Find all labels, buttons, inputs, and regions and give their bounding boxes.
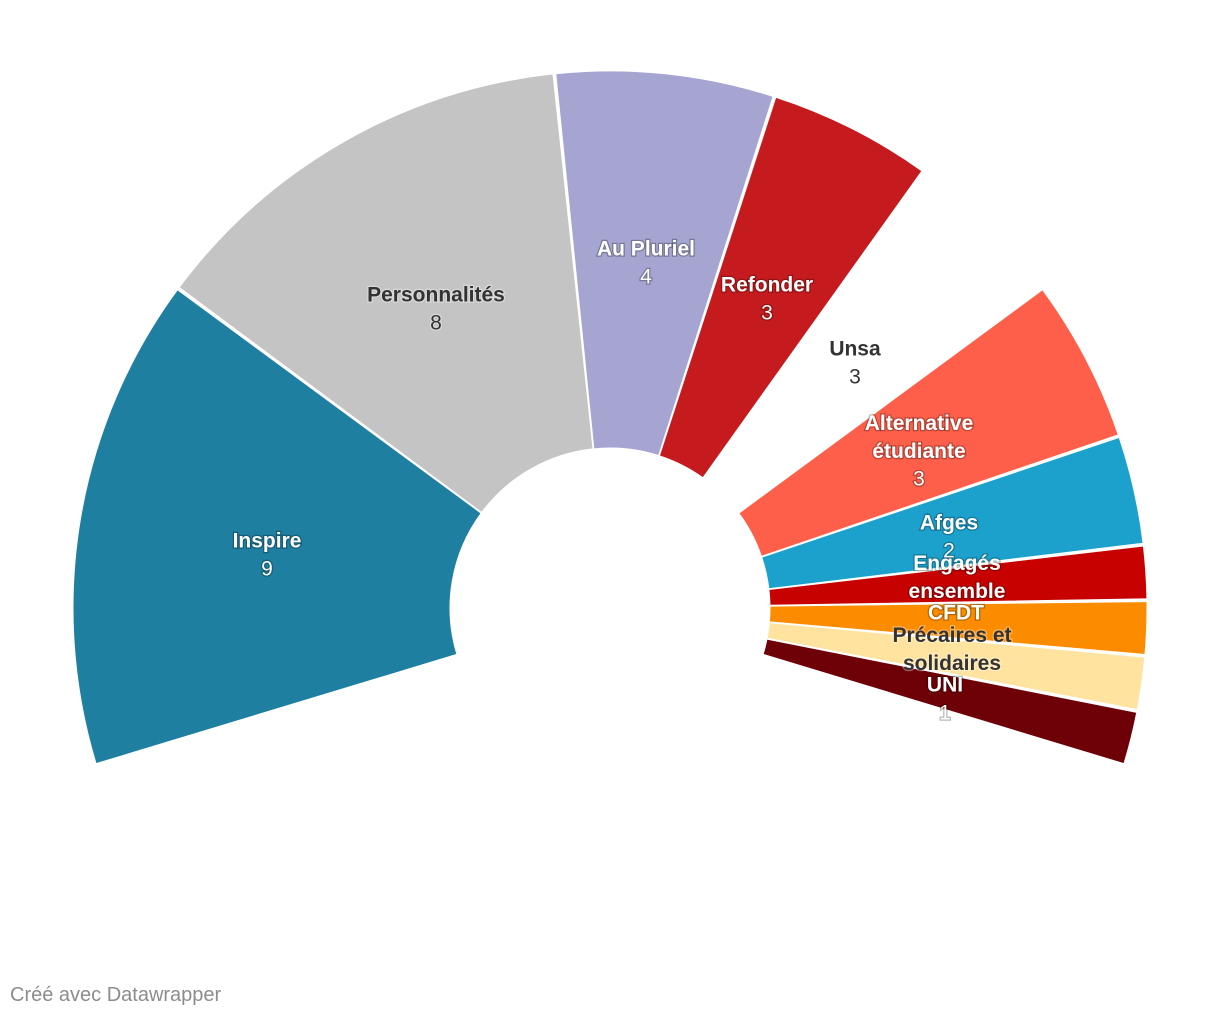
label-personnalites: Personnalités [367,284,505,307]
label-au-pluriel: Au Pluriel [597,238,695,261]
segment-inspire[interactable] [72,289,482,765]
value-afges: 2 [943,540,955,563]
chart-labels: Inspire 9 Personnalités 8 Au Pluriel 4 Refonde… [231,236,1012,726]
value-uni: 1 [939,702,951,725]
segment-afges[interactable] [761,436,1144,590]
value-alternative-etudiante: 3 [913,468,925,491]
value-unsa: 3 [849,366,861,389]
label-uni: UNI [927,674,963,697]
label-engages-ensemble: Engagés ensemble [909,552,1006,603]
segment-cfdt[interactable] [768,601,1148,655]
label-alternative-etudiante: Alternative étudiante [865,412,974,463]
label-afges: Afges [920,512,978,535]
value-refonder: 3 [761,302,773,325]
segment-uni[interactable] [762,638,1138,765]
segment-refonder[interactable] [658,96,923,479]
segment-unsa[interactable] [702,171,1042,514]
label-precaires-et-solidaires: Précaires et solidaires [892,624,1011,675]
segment-engages-ensemble[interactable] [768,545,1148,606]
value-personnalites: 8 [430,312,442,335]
datawrapper-credit[interactable]: Créé avec Datawrapper [10,984,222,1006]
segment-personnalites[interactable] [178,73,594,514]
label-unsa: Unsa [829,338,881,361]
label-cfdt: CFDT [928,602,984,625]
label-inspire: Inspire [233,530,302,553]
segment-precaires-et-solidaires[interactable] [766,622,1146,711]
value-inspire: 9 [261,558,273,581]
label-refonder: Refonder [721,274,813,297]
chart-segments [72,70,1148,765]
segment-alternative-etudiante[interactable] [738,289,1119,558]
value-au-pluriel: 4 [640,266,652,289]
segment-au-pluriel[interactable] [555,70,774,457]
